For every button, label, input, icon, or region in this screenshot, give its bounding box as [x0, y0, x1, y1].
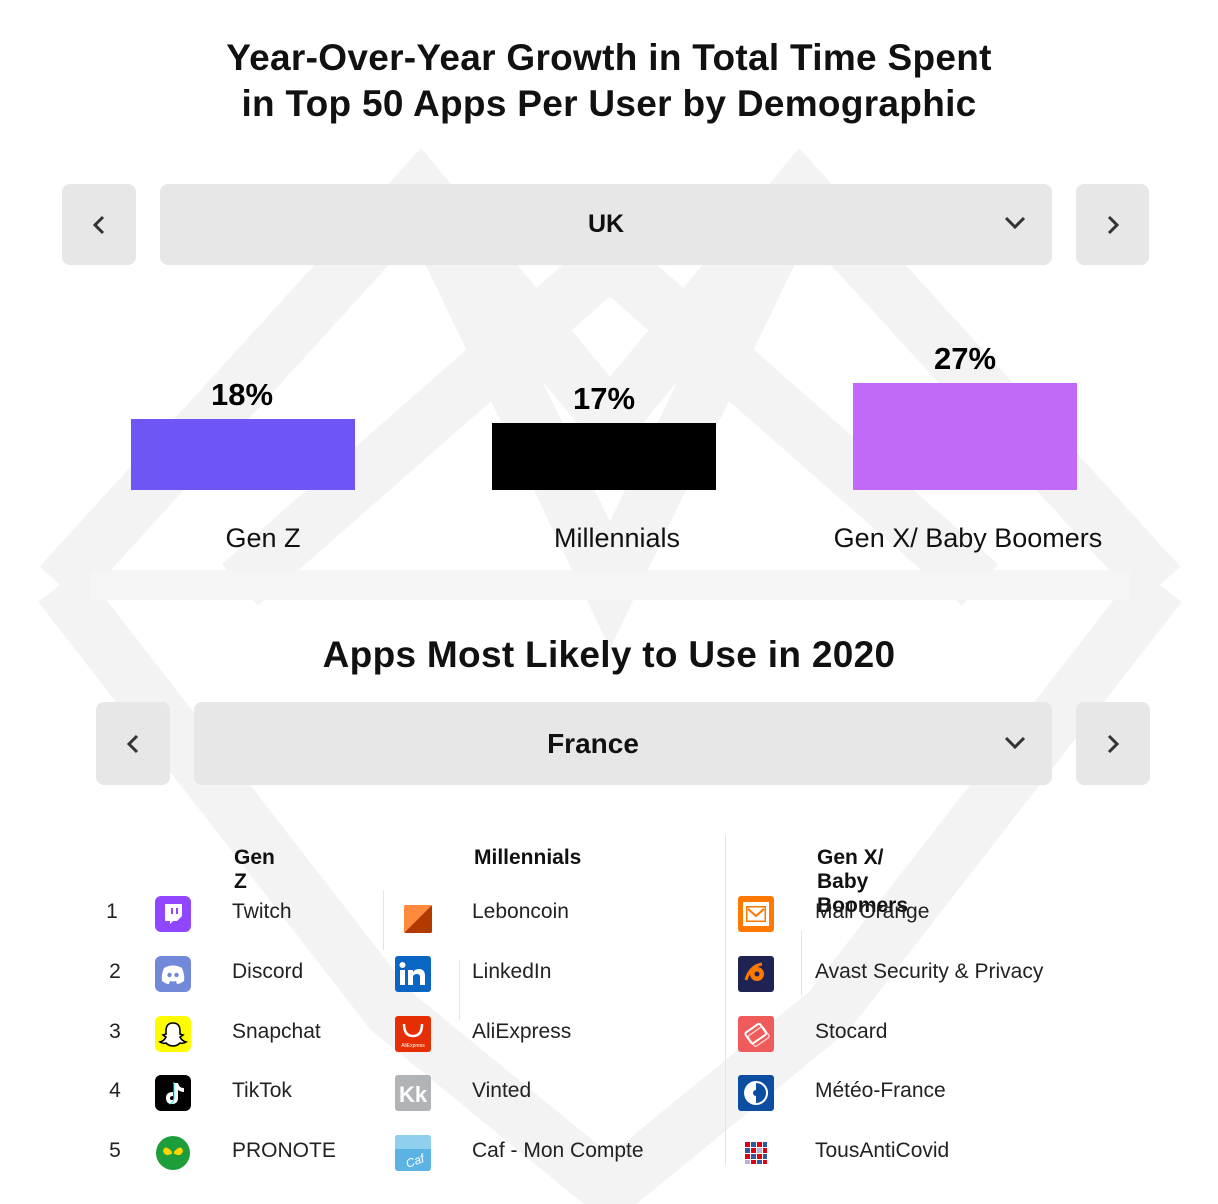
column-divider: [725, 835, 726, 1165]
chevron-down-icon: [1004, 216, 1026, 230]
bar-value-label-millennials: 17%: [572, 381, 636, 416]
bar-gen-z: [131, 419, 355, 490]
chart-title: Year-Over-Year Growth in Total Time Spen…: [0, 35, 1218, 127]
category-label-millennials: Millennials: [553, 523, 681, 553]
twitch-icon: [155, 896, 191, 932]
rank-number: 5: [109, 1139, 121, 1162]
app-name-snapchat: Snapchat: [232, 1020, 321, 1043]
caf-icon: Caf: [395, 1135, 431, 1171]
app-name-caf-mon-compte: Caf - Mon Compte: [472, 1139, 644, 1162]
column-divider: [801, 930, 802, 995]
linkedin-icon: [395, 956, 431, 992]
country-select-value: UK: [587, 210, 625, 238]
vinted-icon: Kk: [395, 1075, 431, 1111]
snapchat-icon: [155, 1016, 191, 1052]
chevron-right-icon: [1107, 215, 1119, 234]
tiktok-icon: [155, 1075, 191, 1111]
app-name-tiktok: TikTok: [232, 1079, 292, 1102]
app-name-vinted: Vinted: [472, 1079, 532, 1102]
app-name-tousanticovid: TousAntiCovid: [815, 1139, 950, 1162]
column-header-gen-x-boomers: Gen X/ Baby Boomers: [817, 846, 909, 917]
aliexpress-icon: AliExpress: [395, 1016, 431, 1052]
mail-orange-icon: [738, 896, 774, 932]
chevron-right-icon: [1107, 734, 1120, 753]
stocard-icon: [738, 1016, 774, 1052]
app-name-pronote: PRONOTE: [232, 1139, 336, 1162]
chart-title-line-1: Year-Over-Year Growth in Total Time Spen…: [226, 37, 992, 78]
apps-prev-button[interactable]: [96, 702, 170, 785]
app-name-aliexpress: AliExpress: [472, 1020, 572, 1043]
chevron-down-icon: [1004, 736, 1026, 750]
country-select-uk[interactable]: UK: [160, 184, 1052, 265]
app-name-meteo-france: Météo-France: [815, 1079, 946, 1102]
bar-gen-x-baby-boomers: [853, 383, 1077, 490]
bar-value-label-gen-z: 18%: [210, 377, 274, 412]
chevron-left-icon: [92, 215, 105, 234]
aliexpress-icon-text: AliExpress: [401, 1043, 425, 1049]
app-name-linkedin: LinkedIn: [472, 960, 552, 983]
chevron-left-icon: [126, 734, 139, 753]
app-name-stocard: Stocard: [815, 1020, 888, 1043]
tousanticovid-icon: [738, 1135, 774, 1171]
column-header-gen-z: Gen Z: [234, 846, 275, 893]
country-select-france[interactable]: France: [194, 702, 1052, 785]
rank-number: 2: [109, 960, 121, 983]
chart-next-button[interactable]: [1076, 184, 1149, 265]
app-name-leboncoin: Leboncoin: [472, 900, 569, 923]
column-divider: [459, 960, 460, 1020]
meteo-france-icon: [738, 1075, 774, 1111]
vinted-icon-text: Kk: [399, 1082, 428, 1107]
chart-title-line-2: in Top 50 Apps Per User by Demographic: [241, 83, 977, 124]
avast-icon: [738, 956, 774, 992]
category-label-gen-x-baby-boomers: Gen X/ Baby Boomers: [833, 523, 1103, 553]
rank-number: 4: [109, 1079, 121, 1102]
app-name-discord: Discord: [232, 960, 304, 983]
pronote-icon: [155, 1135, 191, 1171]
category-label-gen-z: Gen Z: [225, 523, 301, 553]
column-header-millennials: Millennials: [474, 846, 582, 869]
column-divider: [383, 890, 384, 950]
rank-number: 3: [109, 1020, 121, 1043]
chart-prev-button[interactable]: [62, 184, 136, 265]
discord-icon: [155, 956, 191, 992]
rank-number: 1: [106, 900, 118, 923]
bar-millennials: [492, 423, 716, 490]
apps-next-button[interactable]: [1076, 702, 1150, 785]
bar-value-label-gen-x-baby-boomers: 27%: [933, 341, 997, 376]
app-name-twitch: Twitch: [232, 900, 292, 923]
apps-title: Apps Most Likely to Use in 2020: [322, 634, 896, 675]
caf-icon-text: Caf: [404, 1151, 428, 1171]
country-select-value: France: [547, 727, 639, 759]
app-name-mail-orange: Mail Orange: [815, 900, 930, 923]
leboncoin-icon: [404, 905, 432, 933]
app-name-avast: Avast Security & Privacy: [815, 960, 1044, 983]
